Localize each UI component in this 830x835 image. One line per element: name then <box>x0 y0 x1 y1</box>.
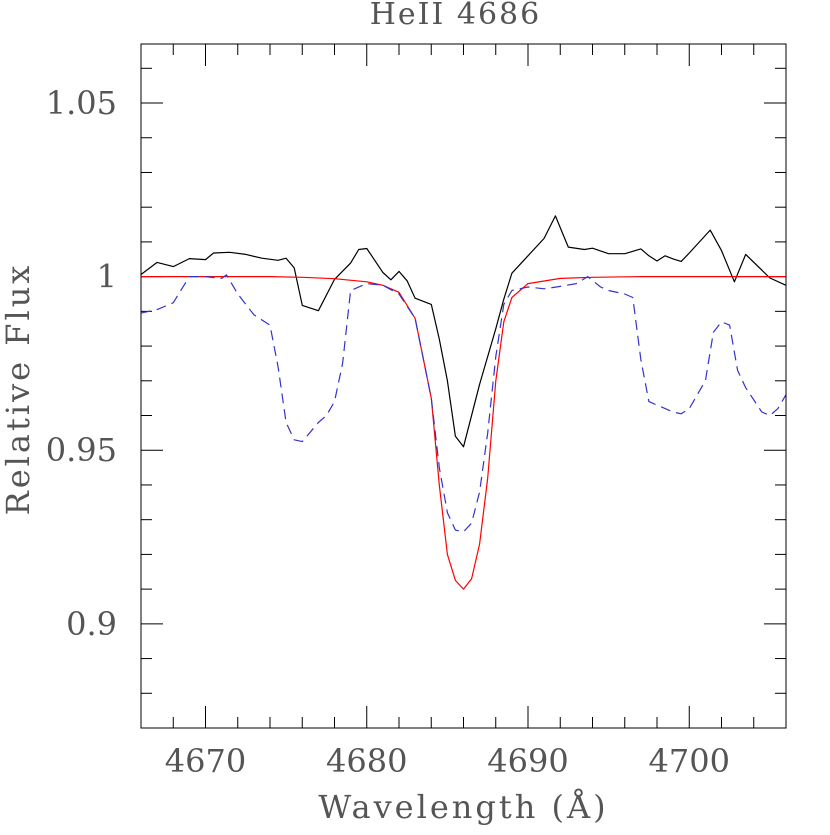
y-tick-label: 0.95 <box>46 431 117 469</box>
chart-title: HeII 4686 <box>370 0 542 32</box>
plot-frame <box>140 43 787 729</box>
axis-ticks <box>140 44 787 729</box>
x-tick-label: 4690 <box>487 742 568 780</box>
x-tick-label: 4700 <box>649 742 730 780</box>
y-tick-label: 1 <box>97 258 117 296</box>
x-axis-title: Wavelength (Å) <box>318 788 608 826</box>
comparison-model-line <box>141 274 786 533</box>
x-tick-label: 4680 <box>326 742 407 780</box>
model-fit-line <box>141 276 786 590</box>
observed-spectrum-line <box>141 215 786 448</box>
x-tick-label: 4670 <box>165 742 246 780</box>
y-axis-title: Relative Flux <box>0 263 37 516</box>
y-tick-label: 0.9 <box>66 605 117 643</box>
data-series <box>141 215 786 590</box>
y-tick-label: 1.05 <box>46 84 117 122</box>
tick-labels: 4670 4680 4690 4700 0.9 0.95 1 1.05 <box>46 84 730 780</box>
